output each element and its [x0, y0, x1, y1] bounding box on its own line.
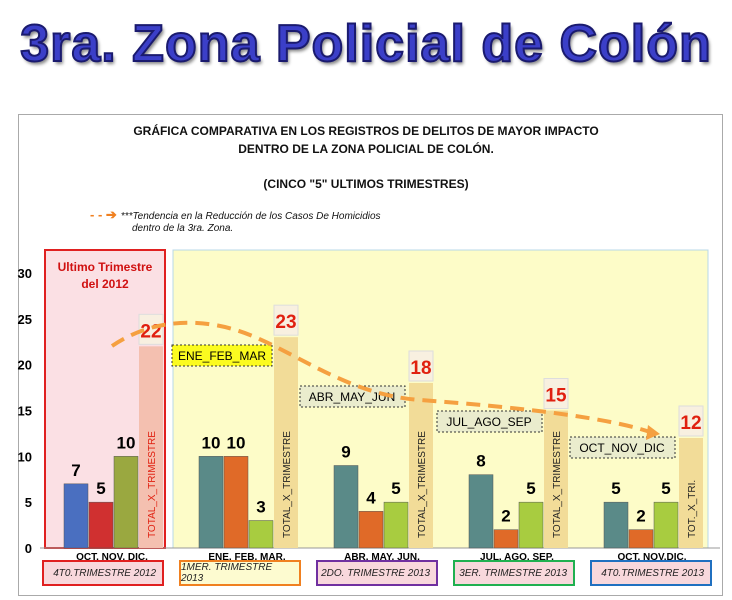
period-tag [299, 385, 406, 408]
total-bar-label: TOTAL_X_TRIMESTRE [282, 431, 293, 538]
dashed-arrow-icon: - - ➔ [90, 207, 117, 222]
highlight-label: Ultimo Trimestre [58, 260, 153, 274]
highlight-2013-area [172, 249, 709, 549]
total-bar-label: TOT._X_TRI. [687, 480, 698, 538]
period-tag [436, 410, 543, 433]
total-bar [409, 383, 433, 548]
legend-line2: dentro de la 3ra. Zona. [132, 223, 234, 234]
bar [383, 501, 409, 549]
bar-value-label: 10 [202, 433, 221, 452]
bar-value-label: 5 [526, 479, 535, 498]
bar-value-label: 10 [117, 433, 136, 452]
trend-line [110, 320, 651, 434]
bar [653, 501, 679, 549]
bar-value-label: 5 [391, 479, 400, 498]
bar [518, 501, 544, 549]
total-value-label: 12 [680, 413, 701, 434]
y-tick-label: 20 [18, 358, 32, 373]
bar-value-label: 5 [96, 479, 105, 498]
total-bar [544, 410, 568, 548]
bar [113, 456, 139, 549]
quarter-label: 2DO. TRIMESTRE 2013 [316, 560, 438, 586]
bar [333, 465, 359, 549]
x-category-label: JUL. AGO. SEP. [480, 552, 554, 563]
total-value-box [273, 304, 299, 336]
bar-value-label: 8 [476, 452, 485, 471]
bar [223, 456, 249, 549]
bar [198, 456, 224, 549]
quarter-label: 3ER. TRIMESTRE 2013 [453, 560, 575, 586]
chart-frame [18, 114, 723, 596]
period-tag-label: JUL_AGO_SEP [446, 415, 531, 429]
quarter-label: 4T0.TRIMESTRE 2013 [590, 560, 712, 586]
bar [468, 474, 494, 549]
bar [628, 529, 654, 549]
total-bar [679, 438, 703, 548]
bar [63, 483, 89, 549]
total-bar-label: TOTAL_X_TRIMESTRE [147, 431, 158, 538]
bar-value-label: 7 [71, 461, 80, 480]
x-category-label: OCT. NOV.DIC. [617, 552, 686, 563]
bar-value-label: 5 [661, 479, 670, 498]
chart-title-line2: DENTRO DE LA ZONA POLICIAL DE COLÓN. [238, 142, 494, 156]
x-category-label: ABR. MAY. JUN. [344, 552, 420, 563]
y-tick-label: 30 [18, 266, 32, 281]
total-bar-label: TOTAL_X_TRIMESTRE [417, 431, 428, 538]
bar [248, 520, 274, 549]
x-category-label: ENE. FEB. MAR. [208, 552, 285, 563]
bar-value-label: 10 [227, 433, 246, 452]
bar-value-label: 4 [366, 488, 376, 507]
bar-value-label: 2 [501, 507, 510, 526]
page-title: 3ra. Zona Policial de Colón [19, 14, 712, 74]
total-bar [139, 346, 163, 548]
total-value-box [678, 405, 704, 437]
bar-value-label: 5 [611, 479, 620, 498]
total-value-label: 23 [275, 312, 296, 333]
bar [493, 529, 519, 549]
y-tick-label: 10 [18, 449, 32, 464]
total-value-label: 15 [545, 386, 567, 407]
y-tick-label: 0 [25, 541, 32, 556]
total-value-box [543, 378, 569, 409]
bar [358, 511, 384, 549]
bar-value-label: 9 [341, 443, 350, 462]
y-tick-label: 15 [18, 404, 32, 419]
bar-value-label: 2 [636, 507, 645, 526]
period-tag [171, 344, 273, 367]
period-tag-label: ENE_FEB_MAR [178, 349, 266, 363]
legend-line1: ***Tendencia en la Reducción de los Caso… [120, 211, 381, 222]
chart-title-line1: GRÁFICA COMPARATIVA EN LOS REGISTROS DE … [133, 124, 599, 138]
total-bar [274, 337, 298, 548]
quarter-label: 4T0.TRIMESTRE 2012 [42, 560, 164, 586]
bar-value-label: 3 [256, 498, 265, 517]
legend: - - ➔ ***Tendencia en la Reducción de los… [90, 207, 381, 234]
bar [603, 501, 629, 549]
highlight-label-2: del 2012 [81, 277, 129, 291]
x-category-label: OCT. NOV. DIC. [76, 552, 148, 563]
y-tick-label: 5 [25, 495, 32, 510]
total-value-label: 18 [410, 358, 431, 379]
total-value-box [408, 350, 434, 382]
y-tick-label: 25 [18, 312, 32, 327]
period-tag [569, 436, 676, 459]
quarter-label: 1MER. TRIMESTRE 2013 [179, 560, 301, 586]
period-tag-label: OCT_NOV_DIC [579, 441, 665, 455]
chart-subtitle: (CINCO "5" ULTIMOS TRIMESTRES) [263, 177, 469, 191]
bar [88, 501, 114, 549]
trend-arrowhead-icon [646, 425, 660, 440]
total-bar-label: TOTAL_X_TRIMESTRE [552, 431, 563, 538]
period-tag-label: ABR_MAY_JUN [309, 390, 395, 404]
